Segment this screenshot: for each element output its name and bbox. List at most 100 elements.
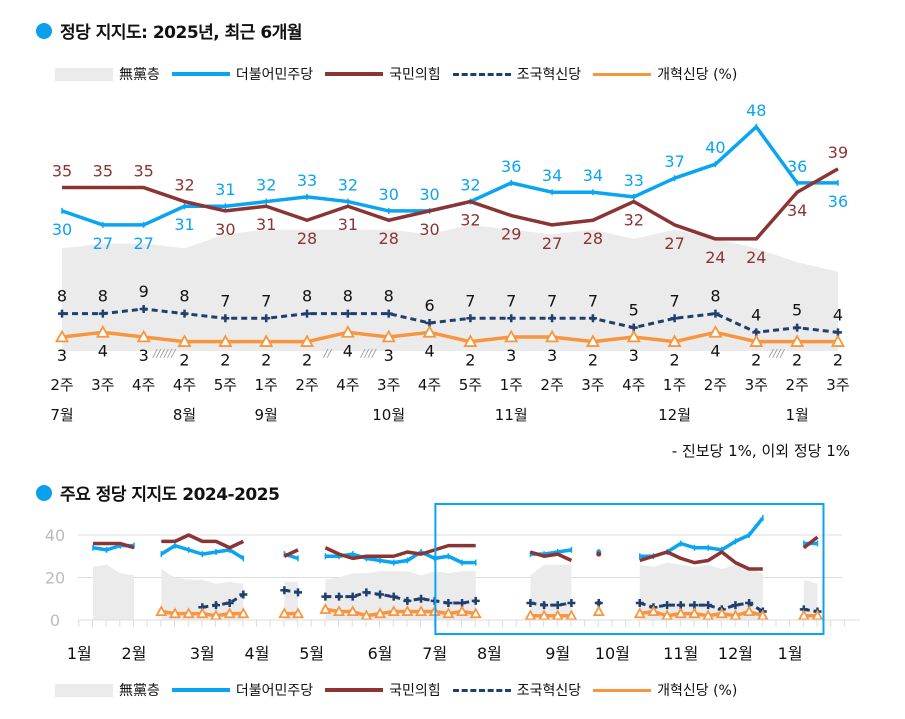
bottom-series-1-line [639,516,765,558]
label-democratic: 48 [746,101,766,120]
label-reform: 4 [710,341,720,360]
label-rebuilding: 5 [629,301,639,320]
top-series-4-marker [708,324,723,338]
legend-label: 더불어민주당 [235,683,314,699]
label-ppp: 35 [134,162,154,181]
legend-item-democratic: 더불어민주당 [171,64,314,84]
bottom-series-3-marker [540,601,549,610]
line-swatch-icon [325,688,384,692]
legend-label: 개혁신당 (%) [657,67,738,83]
area-swatch-icon [55,683,113,697]
label-democratic: 34 [542,166,562,185]
bottom-series-4-marker [592,605,605,616]
top-series-4-marker [545,329,560,343]
bottom-series-3-marker [553,601,562,610]
bottom-series-3-marker [526,599,535,607]
label-ppp: 30 [419,220,439,239]
label-reform: 2 [261,351,271,370]
label-reform: 2 [220,351,230,370]
x-month-label: 7월 [50,406,73,424]
label-democratic: 30 [379,185,399,204]
bottom-series-4-marker [551,609,564,621]
bottom-series-4-marker [346,605,359,616]
x-month-label: 1월 [67,644,92,663]
bottom-series-2-point [596,551,602,557]
top-series-4-marker [790,334,805,347]
bottom-series-2-line [161,533,245,550]
bottom-series-4-marker [797,609,810,621]
bottom-series-4-marker [715,607,728,619]
bottom-series-4-marker [469,607,482,619]
top-series-4-marker [136,329,151,343]
axis-break-mark: ////// [152,347,177,360]
legend-label: 더불어민주당 [235,67,314,83]
bottom-series-4-marker [756,609,769,621]
label-rebuilding: 8 [179,287,189,306]
top-series-4-marker [626,329,641,343]
bottom-series-4-marker [182,607,195,619]
label-ppp: 28 [297,229,317,248]
x-tick-week: 3주 [826,376,849,394]
highlight-box-recent-6-months [434,503,825,635]
footnote: - 진보당 1%, 이외 정당 1% [671,442,850,460]
dashed-line-swatch-icon [452,688,511,692]
bottom-area-nonpartisan [325,571,476,620]
label-ppp: 31 [256,215,276,234]
bottom-series-4-marker [333,605,346,616]
bottom-area-nonpartisan [161,569,244,620]
x-month-label: 11월 [495,406,528,424]
x-month-label: 10월 [595,644,630,663]
label-democratic: 32 [256,176,276,195]
bottom-series-3-marker [635,599,644,607]
bottom-series-3-marker [704,601,713,610]
x-tick-week: 3주 [91,376,114,394]
top-series-3-marker [588,314,597,323]
label-rebuilding: 7 [261,291,271,310]
bottom-area-nonpartisan [92,564,134,620]
label-democratic: 33 [624,171,644,190]
label-ppp: 30 [215,220,235,239]
legend-label: 조국혁신당 [516,67,582,83]
top-series-3-marker [466,314,475,323]
label-reform: 4 [343,341,353,360]
triangle-line-swatch-icon [593,688,652,692]
x-tick-week: 1주 [663,376,686,394]
x-tick-week: 4주 [132,376,155,394]
label-rebuilding: 8 [57,287,67,306]
bottom-series-2-line [324,543,476,561]
label-reform: 2 [302,351,312,370]
label-rebuilding: 7 [465,291,475,310]
x-month-label: 4월 [245,644,270,663]
triangle-line-swatch-icon [593,72,652,76]
label-ppp: 28 [379,229,399,248]
x-tick-week: 4주 [173,376,196,394]
label-rebuilding: 8 [98,287,108,306]
top-series-3-marker [548,314,557,323]
top-series-3-marker [384,309,393,318]
label-rebuilding: 7 [220,291,230,310]
label-rebuilding: 7 [547,291,557,310]
top-series-4-marker [177,334,192,347]
bottom-series-3-marker [348,592,357,601]
label-rebuilding: 6 [424,296,434,315]
label-rebuilding: 7 [588,291,598,310]
bottom-series-3-marker [225,599,234,607]
x-tick-week: 2주 [785,376,808,394]
label-rebuilding: 8 [343,287,353,306]
top-series-3-marker [793,323,802,332]
label-ppp: 27 [542,234,562,253]
bottom-series-2-line [529,550,573,563]
top-series-3-marker [711,309,720,318]
label-reform: 3 [384,346,394,365]
label-reform: 2 [179,351,189,370]
label-ppp: 32 [460,211,480,230]
top-series-4-marker [830,334,845,347]
x-tick-week: 2주 [50,376,73,394]
bottom-series-4-marker [743,605,756,616]
legend-label: 개혁신당 (%) [657,683,738,699]
bottom-series-4-line [639,609,764,618]
bottom-title-text: 주요 정당 지지도 2024-2025 [60,485,280,505]
label-democratic: 36 [787,157,807,176]
label-democratic: 40 [705,138,725,157]
label-reform: 4 [98,341,108,360]
